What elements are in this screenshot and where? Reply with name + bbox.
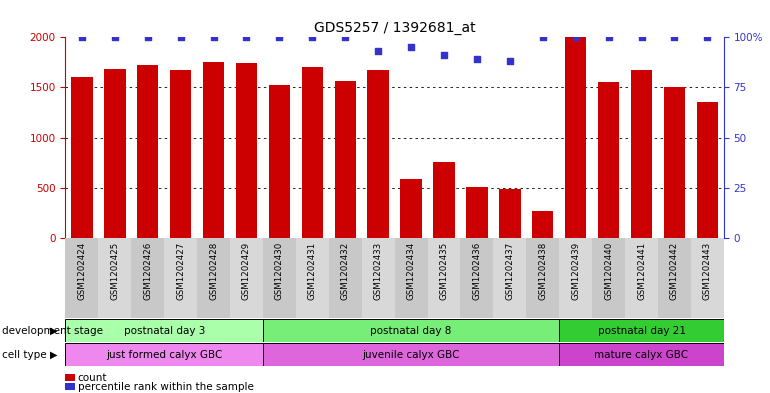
Point (240, 34, 253, 40)
Bar (269, 85, 290, 238)
Bar (334, 81, 356, 238)
Point (438, 52, 450, 59)
Text: GSM1202432: GSM1202432 (341, 242, 350, 300)
Point (668, 34, 681, 40)
Text: GSM1202443: GSM1202443 (703, 242, 711, 300)
Bar (65, 238, 99, 318)
Text: GSM1202424: GSM1202424 (78, 242, 86, 300)
Point (207, 34, 219, 40)
Bar (362, 238, 394, 318)
Bar (236, 63, 257, 238)
Bar (658, 238, 691, 318)
Text: GSM1202438: GSM1202438 (538, 242, 547, 300)
Text: GSM1202442: GSM1202442 (670, 242, 679, 300)
Text: GSM1202439: GSM1202439 (571, 242, 580, 300)
Bar (296, 238, 329, 318)
Bar (104, 70, 126, 238)
Text: development stage: development stage (2, 325, 102, 336)
Point (470, 56, 483, 62)
Bar (263, 238, 296, 318)
Bar (466, 187, 487, 238)
Bar (559, 343, 724, 366)
Bar (263, 319, 559, 342)
Title: GDS5257 / 1392681_at: GDS5257 / 1392681_at (314, 21, 475, 35)
Point (504, 58, 516, 64)
Bar (532, 211, 554, 238)
Point (273, 34, 286, 40)
Point (175, 34, 187, 40)
Bar (164, 238, 197, 318)
Bar (203, 62, 224, 238)
Bar (400, 179, 422, 238)
Point (109, 34, 121, 40)
Bar (559, 238, 592, 318)
Point (75, 34, 88, 40)
Text: GSM1202433: GSM1202433 (373, 242, 383, 300)
Bar (302, 67, 323, 238)
Text: GSM1202437: GSM1202437 (505, 242, 514, 300)
Point (537, 34, 549, 40)
Point (602, 34, 614, 40)
Point (306, 34, 319, 40)
Bar (394, 238, 427, 318)
Text: count: count (78, 373, 107, 383)
Point (339, 34, 351, 40)
Bar (65, 319, 263, 342)
Bar (170, 70, 192, 238)
Bar (329, 238, 362, 318)
Text: just formed calyx GBC: just formed calyx GBC (106, 350, 223, 360)
Bar (71, 77, 92, 238)
Bar (99, 238, 131, 318)
Text: postnatal day 8: postnatal day 8 (370, 325, 452, 336)
Text: postnatal day 3: postnatal day 3 (123, 325, 205, 336)
Text: GSM1202434: GSM1202434 (407, 242, 416, 300)
Bar (631, 70, 652, 238)
Bar (137, 65, 159, 238)
Text: GSM1202429: GSM1202429 (242, 242, 251, 300)
Bar (565, 37, 587, 238)
Point (635, 34, 648, 40)
Text: GSM1202431: GSM1202431 (308, 242, 316, 300)
Point (701, 34, 714, 40)
Bar (197, 238, 230, 318)
Bar (367, 70, 389, 238)
Bar (65, 343, 263, 366)
Text: GSM1202440: GSM1202440 (604, 242, 613, 300)
Bar (434, 162, 455, 238)
Bar (559, 319, 724, 342)
Text: GSM1202441: GSM1202441 (637, 242, 646, 300)
Text: GSM1202425: GSM1202425 (110, 242, 119, 300)
Point (142, 34, 154, 40)
Text: GSM1202426: GSM1202426 (143, 242, 152, 300)
Bar (230, 238, 263, 318)
Text: postnatal day 21: postnatal day 21 (598, 325, 685, 336)
Bar (494, 238, 527, 318)
Text: percentile rank within the sample: percentile rank within the sample (78, 382, 253, 392)
Point (405, 44, 417, 50)
Text: cell type: cell type (2, 350, 46, 360)
Text: juvenile calyx GBC: juvenile calyx GBC (363, 350, 460, 360)
Bar (691, 238, 724, 318)
Bar (427, 238, 460, 318)
Text: GSM1202436: GSM1202436 (473, 242, 481, 300)
Point (372, 48, 384, 55)
Bar (499, 189, 521, 238)
Text: GSM1202430: GSM1202430 (275, 242, 284, 300)
Bar (697, 103, 718, 238)
Bar (598, 83, 619, 238)
Bar (625, 238, 658, 318)
Point (570, 34, 582, 40)
Text: GSM1202428: GSM1202428 (209, 242, 218, 300)
Bar (527, 238, 559, 318)
Text: ▶: ▶ (50, 325, 58, 336)
Text: GSM1202435: GSM1202435 (440, 242, 448, 300)
Bar (592, 238, 625, 318)
Text: ▶: ▶ (50, 350, 58, 360)
Text: mature calyx GBC: mature calyx GBC (594, 350, 688, 360)
Bar (263, 343, 559, 366)
Bar (460, 238, 494, 318)
Bar (131, 238, 164, 318)
Bar (664, 87, 685, 238)
Text: GSM1202427: GSM1202427 (176, 242, 185, 300)
